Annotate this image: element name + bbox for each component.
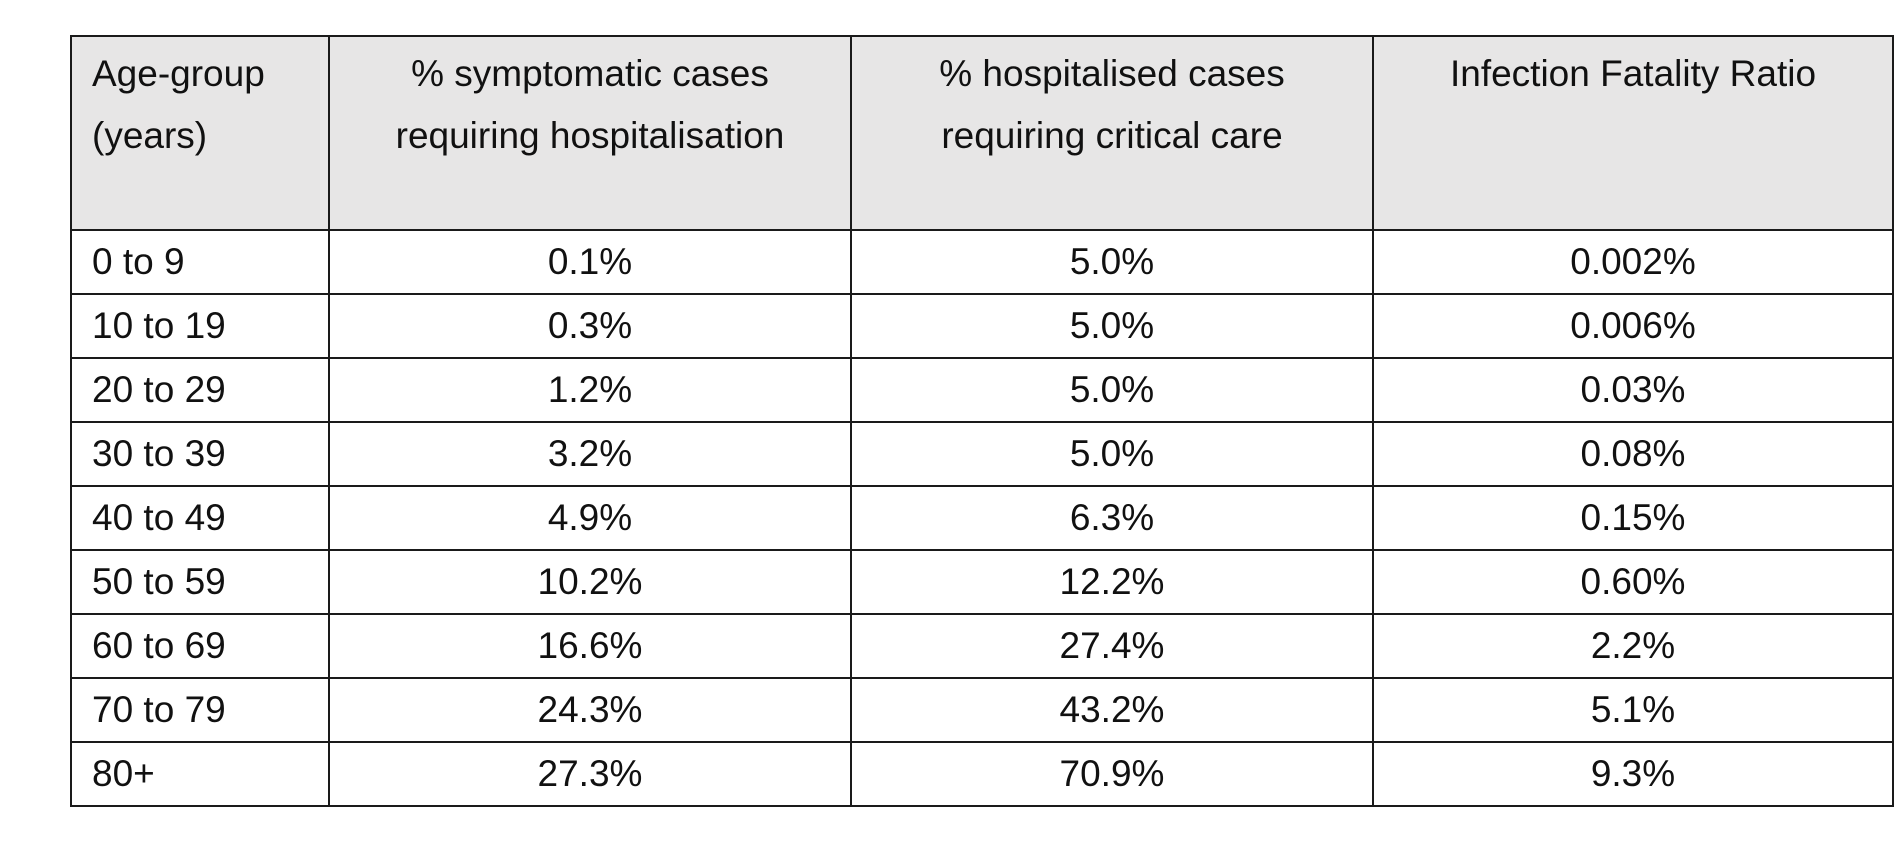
cell-symptomatic-hospitalisation: 4.9% [328, 485, 852, 551]
header-hospitalised-line-1: % hospitalised cases [939, 53, 1285, 94]
header-ifr-line-1: Infection Fatality Ratio [1449, 53, 1817, 94]
cell-symptomatic-hospitalisation: 1.2% [328, 357, 852, 423]
table-row: 60 to 69 16.6% 27.4% 2.2% [70, 613, 1894, 679]
cell-hospitalised-critical-care: 27.4% [850, 613, 1374, 679]
cell-age-group: 20 to 29 [70, 357, 330, 423]
cell-infection-fatality-ratio: 5.1% [1372, 677, 1894, 743]
cell-infection-fatality-ratio: 0.03% [1372, 357, 1894, 423]
cell-age-group: 30 to 39 [70, 421, 330, 487]
cell-hospitalised-critical-care: 5.0% [850, 293, 1374, 359]
header-symptomatic-line-2: requiring hospitalisation [395, 115, 785, 156]
cell-hospitalised-critical-care: 5.0% [850, 229, 1374, 295]
table-row: 50 to 59 10.2% 12.2% 0.60% [70, 549, 1894, 615]
cell-hospitalised-critical-care: 43.2% [850, 677, 1374, 743]
table-header: Age-group (years) % symptomatic cases re… [70, 35, 1894, 231]
table-row: 70 to 79 24.3% 43.2% 5.1% [70, 677, 1894, 743]
cell-symptomatic-hospitalisation: 27.3% [328, 741, 852, 807]
table-row: 80+ 27.3% 70.9% 9.3% [70, 741, 1894, 807]
cell-infection-fatality-ratio: 0.15% [1372, 485, 1894, 551]
cell-infection-fatality-ratio: 0.002% [1372, 229, 1894, 295]
header-row: Age-group (years) % symptomatic cases re… [70, 35, 1894, 231]
cell-hospitalised-critical-care: 5.0% [850, 357, 1374, 423]
cell-age-group: 60 to 69 [70, 613, 330, 679]
cell-age-group: 50 to 59 [70, 549, 330, 615]
cell-symptomatic-hospitalisation: 16.6% [328, 613, 852, 679]
cell-symptomatic-hospitalisation: 3.2% [328, 421, 852, 487]
cell-symptomatic-hospitalisation: 10.2% [328, 549, 852, 615]
table-row: 40 to 49 4.9% 6.3% 0.15% [70, 485, 1894, 551]
cell-symptomatic-hospitalisation: 0.1% [328, 229, 852, 295]
header-hospitalised-critical-care: % hospitalised cases requiring critical … [850, 35, 1374, 231]
header-hospitalised-line-2: requiring critical care [941, 115, 1283, 156]
cell-symptomatic-hospitalisation: 24.3% [328, 677, 852, 743]
cell-hospitalised-critical-care: 70.9% [850, 741, 1374, 807]
data-table: Age-group (years) % symptomatic cases re… [70, 35, 1894, 807]
header-symptomatic-hospitalisation: % symptomatic cases requiring hospitalis… [328, 35, 852, 231]
header-age-group-line-2: (years) [92, 115, 208, 156]
cell-hospitalised-critical-care: 6.3% [850, 485, 1374, 551]
cell-age-group: 10 to 19 [70, 293, 330, 359]
cell-infection-fatality-ratio: 0.60% [1372, 549, 1894, 615]
cell-hospitalised-critical-care: 12.2% [850, 549, 1374, 615]
table-row: 20 to 29 1.2% 5.0% 0.03% [70, 357, 1894, 423]
header-age-group: Age-group (years) [70, 35, 330, 231]
table-body: 0 to 9 0.1% 5.0% 0.002% 10 to 19 0.3% 5.… [70, 229, 1894, 807]
cell-age-group: 40 to 49 [70, 485, 330, 551]
header-age-group-line-1: Age-group [92, 53, 265, 94]
cell-infection-fatality-ratio: 9.3% [1372, 741, 1894, 807]
cell-infection-fatality-ratio: 0.08% [1372, 421, 1894, 487]
table-row: 10 to 19 0.3% 5.0% 0.006% [70, 293, 1894, 359]
cell-hospitalised-critical-care: 5.0% [850, 421, 1374, 487]
header-symptomatic-line-1: % symptomatic cases [411, 53, 769, 94]
table-row: 0 to 9 0.1% 5.0% 0.002% [70, 229, 1894, 295]
cell-infection-fatality-ratio: 2.2% [1372, 613, 1894, 679]
header-infection-fatality-ratio: Infection Fatality Ratio [1372, 35, 1894, 231]
cell-infection-fatality-ratio: 0.006% [1372, 293, 1894, 359]
cell-symptomatic-hospitalisation: 0.3% [328, 293, 852, 359]
cell-age-group: 80+ [70, 741, 330, 807]
cell-age-group: 70 to 79 [70, 677, 330, 743]
cell-age-group: 0 to 9 [70, 229, 330, 295]
table-row: 30 to 39 3.2% 5.0% 0.08% [70, 421, 1894, 487]
